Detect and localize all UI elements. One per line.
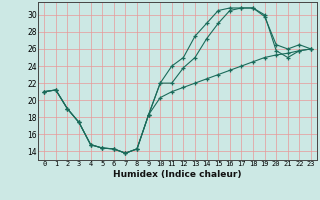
X-axis label: Humidex (Indice chaleur): Humidex (Indice chaleur) <box>113 170 242 179</box>
